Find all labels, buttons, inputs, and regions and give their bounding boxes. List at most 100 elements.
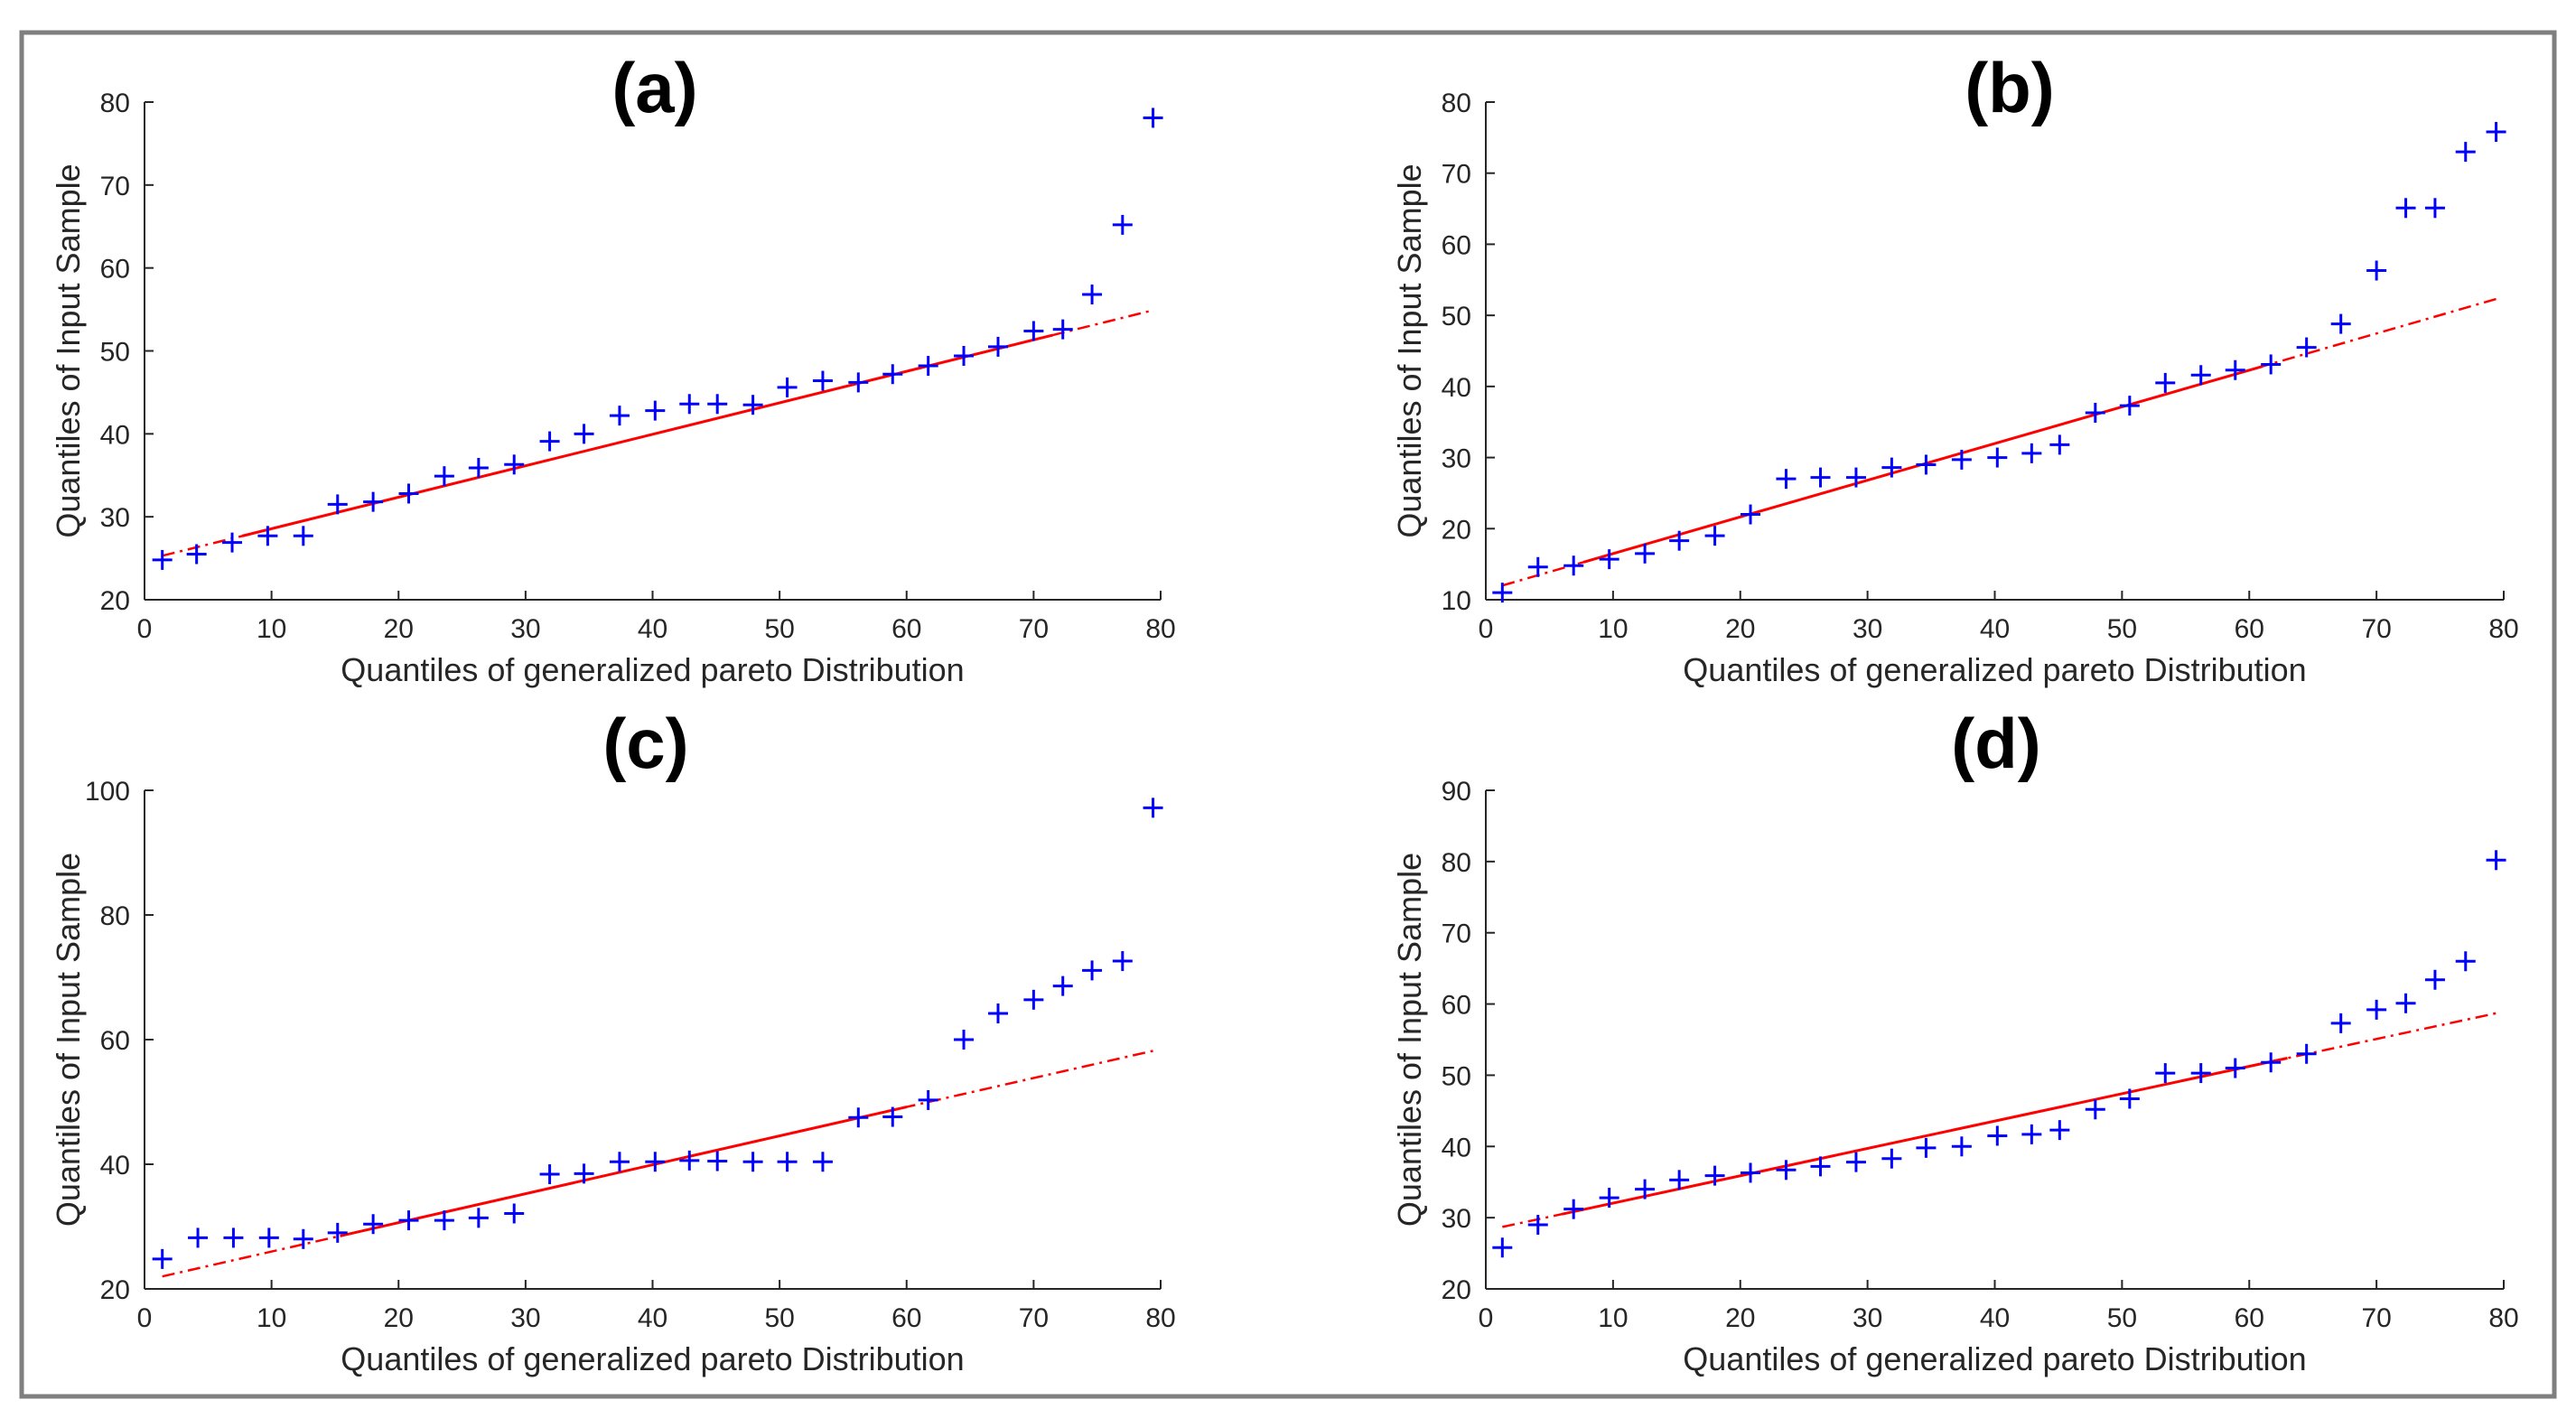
y-tick-label: 70: [1442, 160, 1471, 190]
data-point: [2155, 1063, 2176, 1084]
x-tick-label: 10: [257, 614, 286, 644]
data-point: [2424, 969, 2445, 990]
panel-c: 0 10 20 30 40 50 60 70 80 20 40 60 80 100 Quantiles of…: [50, 704, 1176, 1377]
y-tick-label: 50: [1442, 1061, 1471, 1091]
data-point: [2261, 1052, 2282, 1073]
x-tick-label: 70: [1019, 1303, 1049, 1333]
x-tick-label: 80: [2488, 614, 2518, 644]
data-point: [504, 1203, 525, 1224]
data-point: [1492, 583, 1513, 603]
data-point: [2085, 402, 2105, 423]
data-point: [918, 356, 938, 377]
data-point: [2395, 993, 2416, 1013]
data-point: [363, 1214, 384, 1235]
data-point: [1776, 469, 1797, 490]
data-point: [2261, 354, 2282, 375]
panel-b: 0 10 20 30 40 50 60 70 80 10 20 30 40 50 60 70 80 Quantil…: [1391, 48, 2519, 688]
data-point: [2330, 313, 2351, 334]
x-tick-label: 80: [1145, 1303, 1175, 1333]
data-point: [1669, 1170, 1690, 1190]
data-point: [2021, 1124, 2042, 1144]
x-tick-label: 50: [2107, 614, 2137, 644]
x-tick-label: 40: [638, 1303, 667, 1333]
y-tick-label: 90: [1442, 777, 1471, 807]
panel-title: (b): [1965, 48, 2055, 127]
data-point: [434, 466, 454, 487]
data-point: [609, 1152, 630, 1172]
y-tick-label: 50: [1442, 302, 1471, 331]
data-point: [679, 394, 700, 415]
data-point: [574, 1163, 594, 1184]
data-point: [2366, 260, 2387, 281]
data-point: [707, 1151, 728, 1171]
data-point: [2330, 1013, 2351, 1033]
x-tick-label: 70: [1019, 614, 1049, 644]
data-point: [918, 1089, 938, 1110]
data-point: [1492, 1237, 1513, 1258]
data-point: [2119, 396, 2140, 416]
data-point: [293, 1228, 313, 1249]
data-point: [327, 1222, 348, 1243]
data-point: [1845, 467, 1866, 488]
data-point: [2225, 359, 2245, 380]
data-point: [1881, 457, 1902, 478]
x-tick-label: 70: [2361, 614, 2391, 644]
data-point: [777, 1152, 798, 1172]
data-point: [1669, 530, 1690, 551]
data-point: [2455, 142, 2476, 163]
x-axis-label: Quantiles of generalized pareto Distribu…: [341, 1340, 964, 1377]
data-point: [504, 454, 525, 475]
x-tick-label: 20: [1725, 614, 1755, 644]
x-tick-label: 0: [1479, 614, 1494, 644]
data-point: [1704, 1165, 1725, 1186]
x-tick-label: 30: [510, 614, 540, 644]
data-point: [1052, 975, 1073, 996]
data-point: [2296, 337, 2317, 358]
data-point: [2190, 365, 2211, 386]
data-point: [812, 1152, 833, 1172]
data-point: [2085, 1099, 2105, 1120]
y-axis-label: Quantiles of Input Sample: [50, 163, 87, 537]
data-point: [1112, 951, 1133, 972]
x-tick-label: 0: [1479, 1303, 1494, 1333]
data-point: [1023, 989, 1044, 1010]
y-tick-label: 80: [1442, 89, 1471, 118]
x-tick-label: 80: [2488, 1303, 2518, 1333]
data-point: [1987, 447, 2008, 468]
data-point: [1082, 285, 1103, 305]
data-point: [188, 1227, 209, 1248]
data-point: [468, 457, 489, 478]
data-point: [2021, 443, 2042, 463]
data-point: [186, 544, 207, 565]
data-point: [2366, 999, 2387, 1020]
x-tick-label: 80: [1145, 614, 1175, 644]
y-tick-label: 30: [1442, 444, 1471, 474]
y-tick-label: 40: [100, 1151, 130, 1181]
x-tick-label: 60: [891, 1303, 921, 1333]
fit-line-solid: [340, 1106, 908, 1237]
data-point: [1704, 526, 1725, 546]
y-tick-label: 40: [1442, 373, 1471, 403]
data-point: [645, 400, 666, 421]
y-tick-label: 20: [1442, 1275, 1471, 1305]
y-axis-label: Quantiles of Input Sample: [1391, 853, 1428, 1227]
data-point: [1916, 454, 1937, 475]
panel-title: (d): [1951, 704, 2041, 783]
x-tick-label: 0: [137, 1303, 153, 1333]
data-point: [848, 372, 869, 393]
data-point: [327, 494, 348, 515]
data-point: [812, 370, 833, 391]
x-axis-label: Quantiles of generalized pareto Distribu…: [1683, 651, 2306, 688]
data-point: [152, 549, 173, 570]
data-point: [2225, 1058, 2245, 1078]
panel-title: (a): [611, 48, 697, 127]
x-tick-label: 60: [2235, 1303, 2264, 1333]
x-tick-label: 60: [2235, 614, 2264, 644]
y-tick-label: 20: [1442, 515, 1471, 545]
data-point: [468, 1208, 489, 1228]
data-point: [539, 1164, 560, 1185]
data-point: [707, 394, 728, 415]
y-tick-label: 30: [100, 503, 130, 533]
data-point: [1563, 555, 1584, 576]
data-point: [2395, 198, 2416, 219]
